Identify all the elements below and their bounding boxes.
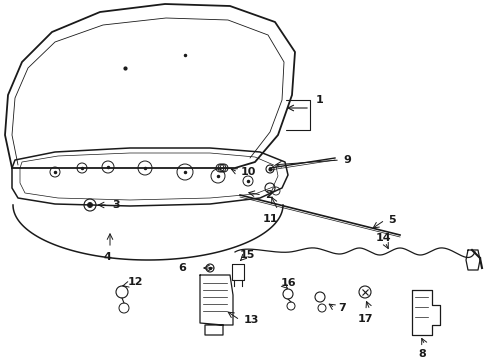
Text: 9: 9 [342,155,350,165]
Text: 5: 5 [387,215,395,225]
Text: 17: 17 [357,314,372,324]
Text: 11: 11 [262,214,277,224]
Text: 6: 6 [178,263,185,273]
Circle shape [87,202,92,207]
Text: 8: 8 [417,349,425,359]
Text: 15: 15 [240,250,255,260]
Text: 3: 3 [112,200,120,210]
Text: 12: 12 [128,277,143,287]
Text: 16: 16 [281,278,296,288]
Text: 4: 4 [103,252,111,262]
Text: 2: 2 [264,190,272,200]
Text: 14: 14 [375,233,391,243]
Text: 10: 10 [241,167,256,177]
Text: 7: 7 [337,303,345,313]
Text: 13: 13 [244,315,259,325]
Text: 1: 1 [315,95,323,105]
